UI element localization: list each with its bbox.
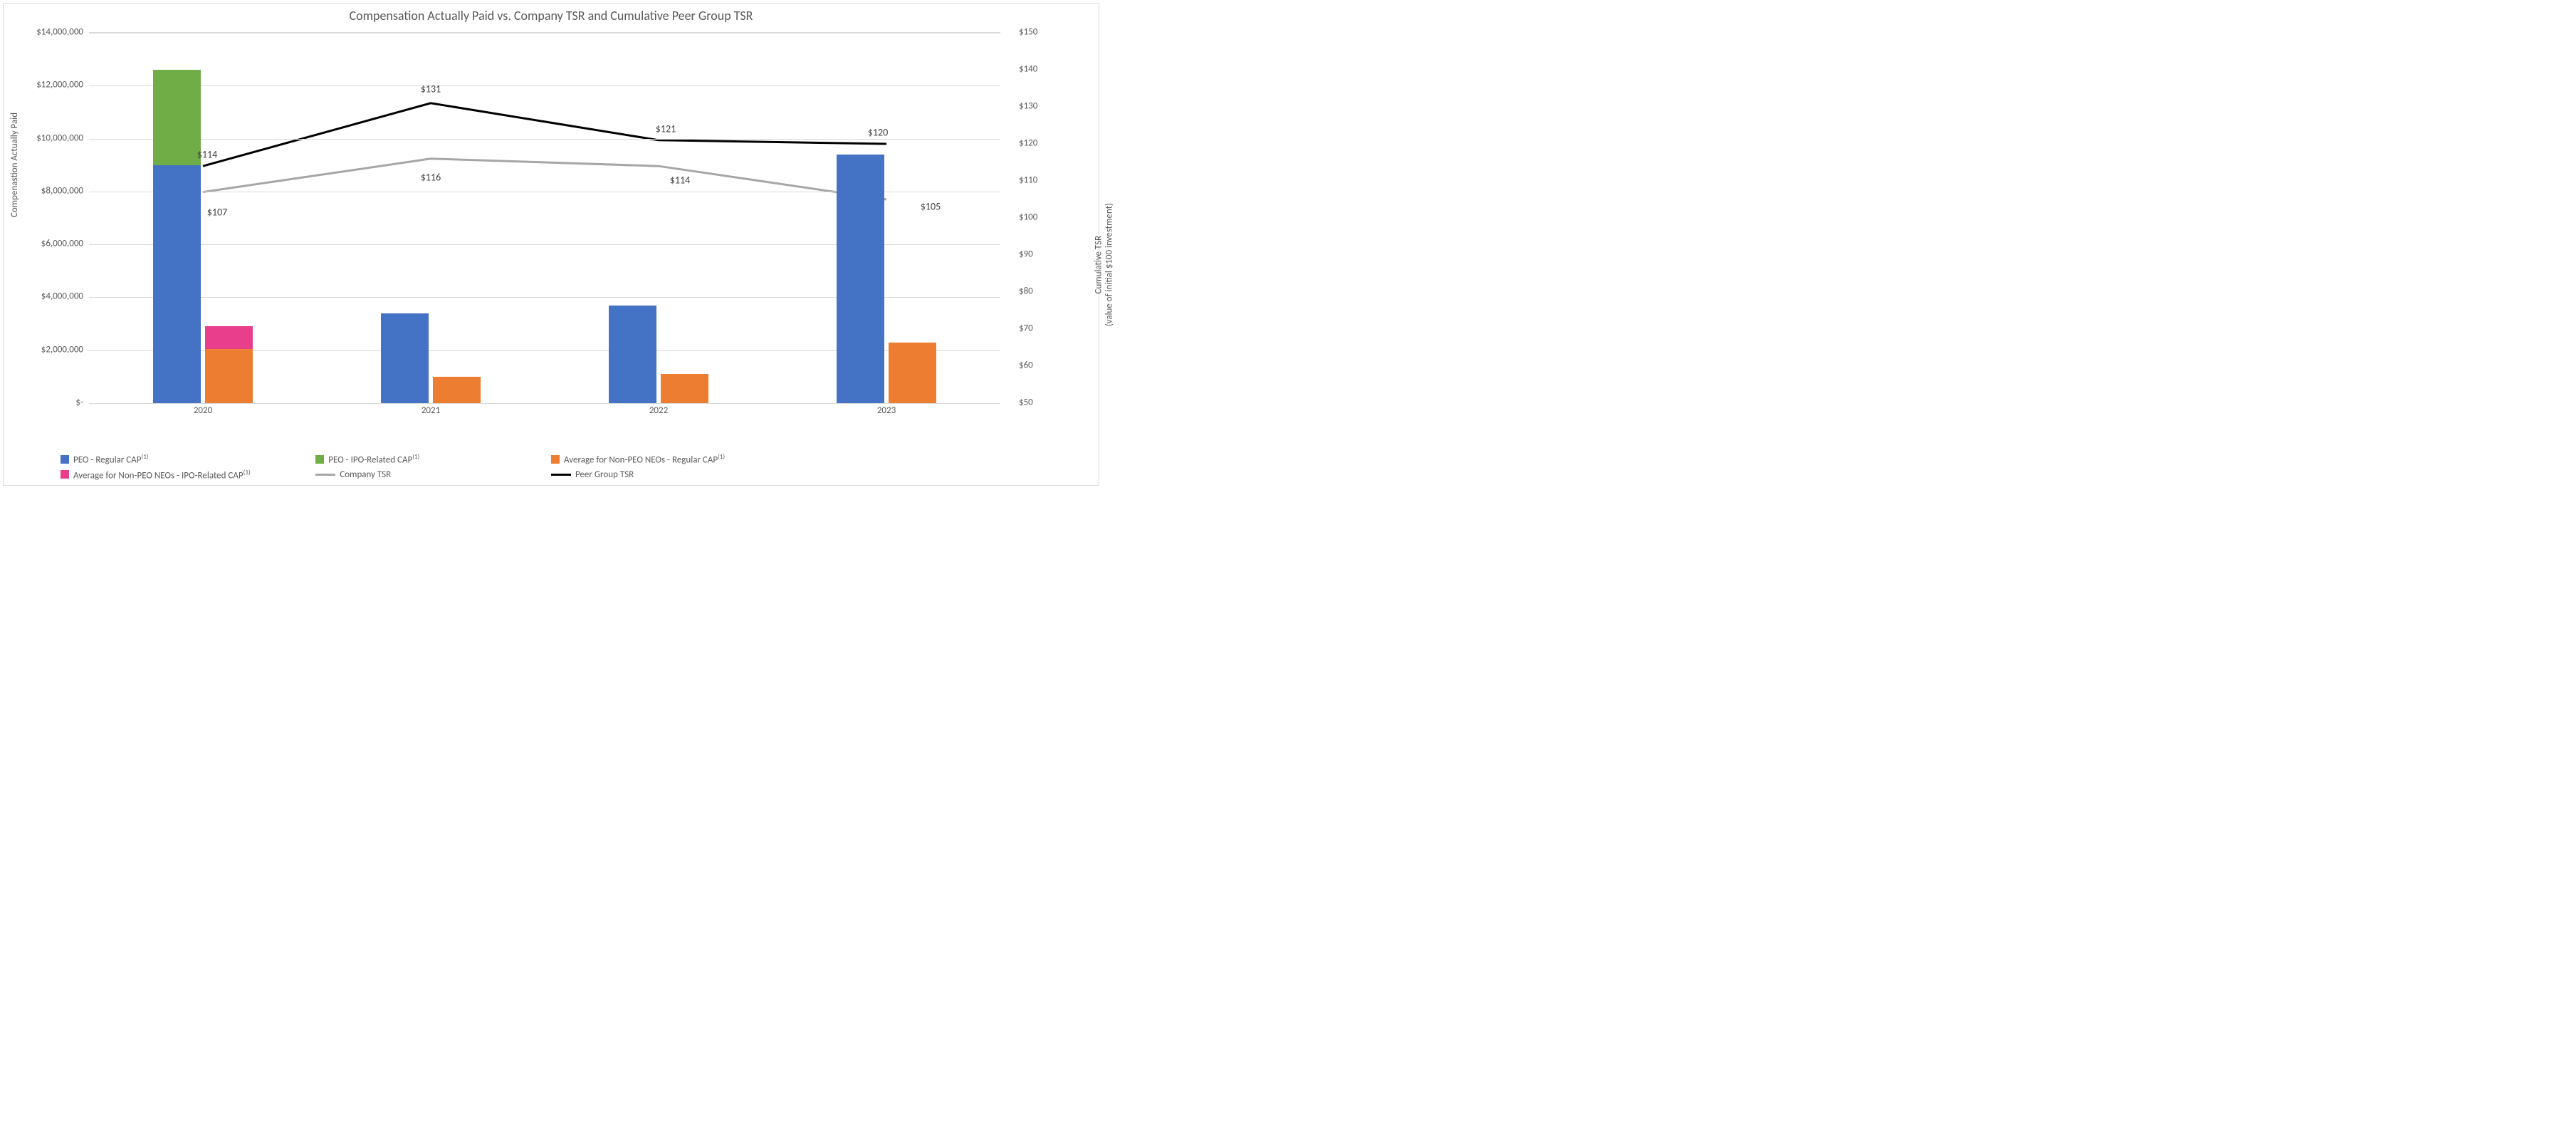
line-peer_tsr [203, 103, 886, 166]
legend-label: Average for Non-PEO NEOs - Regular CAP(1… [564, 453, 725, 465]
data-label-company_tsr: $107 [207, 206, 227, 218]
y-left-tick: $12,000,000 [12, 80, 88, 90]
y-right-tick: $110 [1015, 175, 1090, 186]
bar-neo_regular [205, 349, 253, 403]
legend-item: Peer Group TSR [551, 469, 806, 481]
y-right-tick: $90 [1015, 249, 1090, 260]
data-label-company_tsr: $116 [421, 171, 441, 183]
legend-label: Peer Group TSR [575, 469, 634, 480]
y-left-tick: $14,000,000 [12, 27, 88, 38]
x-tick: 2020 [194, 405, 212, 416]
y-right-tick: $120 [1015, 138, 1090, 149]
legend-item: PEO - Regular CAP(1) [61, 453, 315, 465]
gridline [89, 139, 1000, 140]
legend-label: PEO - Regular CAP(1) [73, 453, 149, 465]
legend-line [551, 474, 571, 476]
legend-label: PEO - IPO-Related CAP(1) [328, 453, 419, 465]
legend-item [806, 469, 1042, 481]
data-label-company_tsr: $114 [670, 174, 690, 187]
bar-neo_regular [433, 377, 481, 403]
y-right-tick: $100 [1015, 212, 1090, 223]
data-label-company_tsr: $105 [921, 201, 941, 213]
bar-peo_ipo [153, 70, 201, 165]
legend-swatch [61, 470, 69, 479]
bar-peo_regular [837, 155, 884, 403]
y-right-tick: $80 [1015, 286, 1090, 297]
data-label-peer_tsr: $131 [421, 83, 441, 95]
legend-item: Average for Non-PEO NEOs - Regular CAP(1… [551, 453, 806, 465]
y-axis-left: $-$2,000,000$4,000,000$6,000,000$8,000,0… [16, 32, 88, 402]
y-axis-right: $50$60$70$80$90$100$110$120$130$140$150 [1015, 32, 1086, 402]
y-left-tick: $- [12, 397, 88, 408]
bar-peo_regular [153, 165, 201, 403]
y-right-tick: $140 [1015, 64, 1090, 75]
x-tick: 2021 [422, 405, 440, 416]
legend-item: Average for Non-PEO NEOs - IPO-Related C… [61, 469, 315, 481]
chart-container: Compensation Actually Paid vs. Company T… [3, 3, 1099, 486]
y-right-tick: $70 [1015, 323, 1090, 334]
plot-area: $107 $116 $114 $105 $114 $131 $121 $120 [89, 32, 1000, 403]
y-right-tick: $130 [1015, 101, 1090, 112]
bar-peo_regular [381, 313, 429, 403]
legend: PEO - Regular CAP(1) PEO - IPO-Related CA… [61, 453, 1042, 481]
bar-peo_regular [609, 306, 656, 403]
legend-item [806, 453, 1042, 465]
legend-label: Company TSR [340, 469, 391, 480]
legend-swatch [551, 455, 560, 464]
chart-title: Compensation Actually Paid vs. Company T… [4, 8, 1099, 24]
x-tick: 2023 [877, 405, 896, 416]
y-left-tick: $8,000,000 [12, 185, 88, 196]
bar-neo_ipo [205, 326, 253, 349]
x-axis: 2020 2021 2022 2023 [89, 402, 1000, 420]
y-left-tick: $2,000,000 [12, 344, 88, 355]
y-axis-right-label-line2: (value of initial $100 investment) [1104, 203, 1114, 326]
y-axis-right-label: Cumulative TSR (value of initial $100 in… [1093, 203, 1114, 326]
legend-label: Average for Non-PEO NEOs - IPO-Related C… [73, 469, 251, 481]
legend-item: Company TSR [315, 469, 551, 481]
legend-swatch [315, 455, 324, 464]
data-label-peer_tsr: $120 [868, 127, 888, 139]
legend-item: PEO - IPO-Related CAP(1) [315, 453, 551, 465]
y-right-tick: $50 [1015, 397, 1090, 408]
y-left-tick: $10,000,000 [12, 132, 88, 143]
y-axis-right-label-line1: Cumulative TSR [1093, 236, 1104, 294]
legend-swatch [61, 455, 69, 464]
bar-neo_regular [889, 343, 936, 403]
y-right-tick: $60 [1015, 360, 1090, 371]
data-label-peer_tsr: $114 [197, 149, 217, 161]
y-right-tick: $150 [1015, 27, 1090, 38]
y-left-tick: $4,000,000 [12, 291, 88, 302]
bar-neo_regular [661, 374, 708, 403]
data-label-peer_tsr: $121 [656, 123, 676, 135]
gridline [89, 85, 1000, 86]
line-company_tsr [203, 159, 886, 199]
legend-line [315, 474, 335, 476]
y-left-tick: $6,000,000 [12, 239, 88, 249]
x-tick: 2022 [649, 405, 668, 416]
